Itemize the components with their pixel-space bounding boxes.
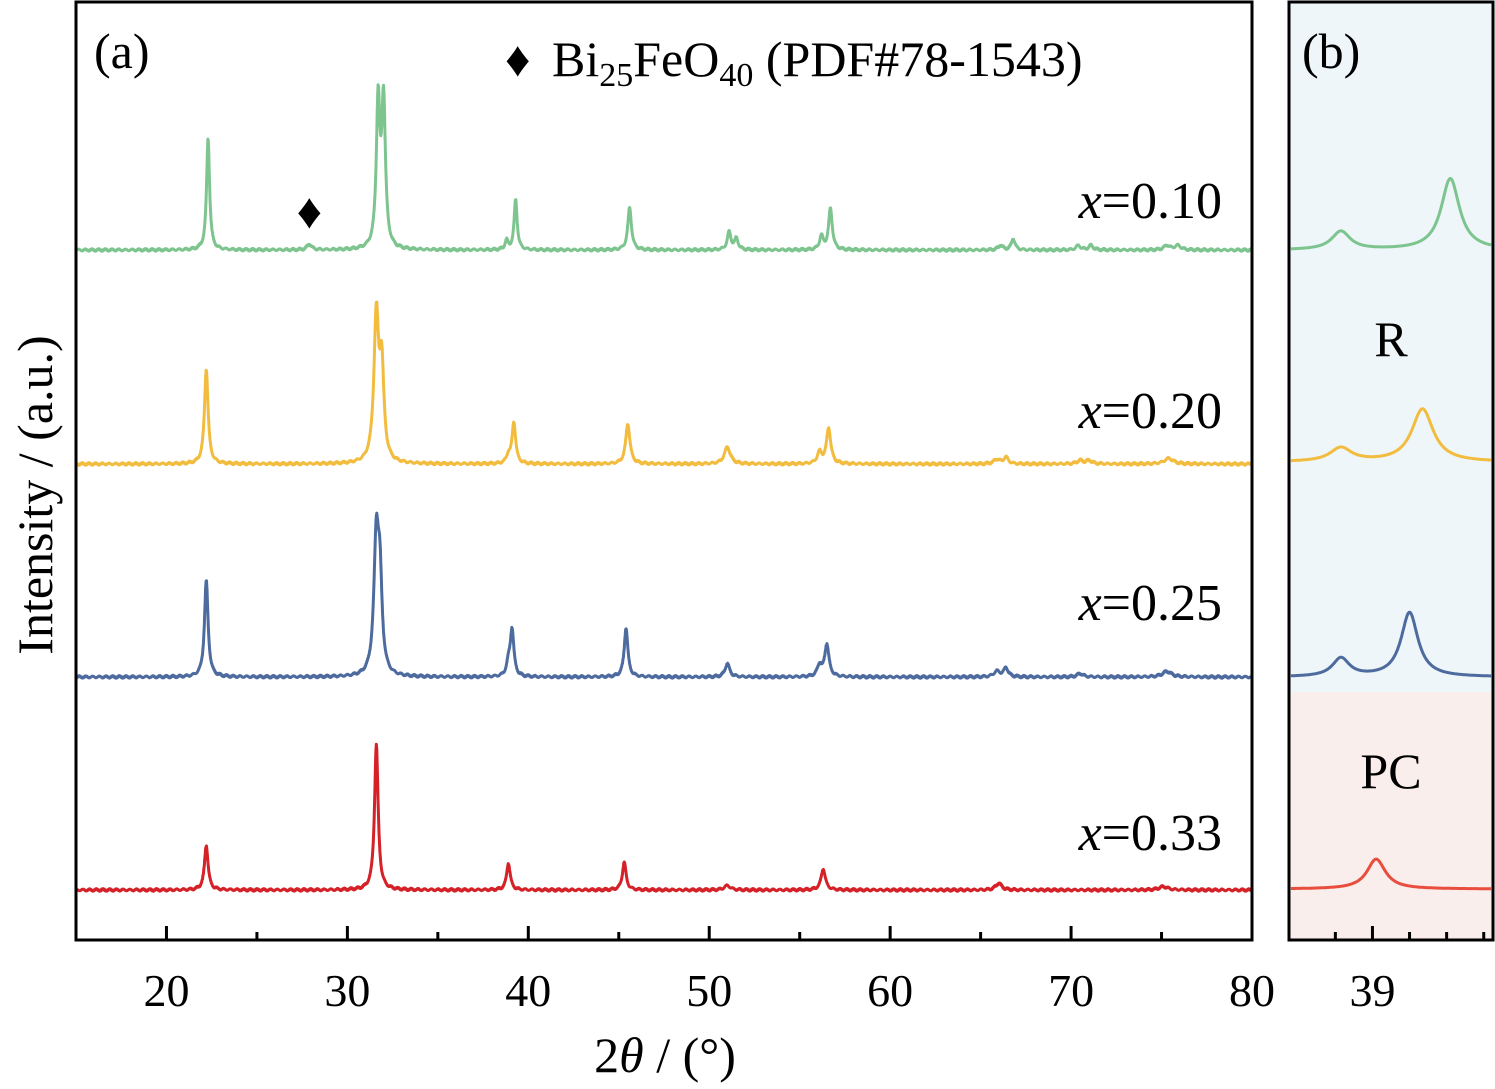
impurity-peak-diamond: ♦: [297, 183, 323, 239]
zoom-trace-x=0.33: [1290, 857, 1492, 891]
x-tick-label: 70: [1048, 965, 1094, 1016]
region-r-shading: [1289, 2, 1493, 692]
zoom-trace-x=0.20: [1290, 407, 1492, 463]
x-tick-label: 40: [505, 965, 551, 1016]
x-tick-label: 60: [867, 965, 913, 1016]
x-tick-label: 50: [686, 965, 732, 1016]
x-tick-label: 80: [1229, 965, 1275, 1016]
y-axis-title: Intensity / (a.u.): [7, 335, 63, 654]
series-labels: x=0.10 x=0.20 x=0.25 x=0.33: [1078, 173, 1222, 862]
legend-diamond-marker: ♦: [505, 31, 531, 87]
series-label-x0.33: x=0.33: [1078, 805, 1222, 862]
series-label-x0.10: x=0.10: [1078, 173, 1222, 230]
panel-a-traces: [75, 83, 1253, 893]
xrd-trace-x=0.33: [75, 742, 1253, 893]
series-label-x0.20: x=0.20: [1078, 383, 1222, 440]
legend-phase-formula: Bi25FeO40 (PDF#78-1543): [552, 31, 1083, 94]
region-r-label: R: [1374, 311, 1408, 367]
zoom-trace-x=0.10: [1290, 176, 1492, 251]
series-label-x0.25: x=0.25: [1078, 575, 1222, 632]
panel-a-x-ticks: 20 30 40 50 60 70 80: [143, 926, 1275, 1016]
zoom-trace-x=0.25: [1290, 610, 1492, 678]
region-pc-shading: [1289, 692, 1493, 940]
x-tick-label: 39: [1349, 965, 1395, 1016]
panel-b-traces: [1290, 176, 1492, 891]
panel-a-tag: (a): [94, 23, 150, 79]
xrd-trace-x=0.10: [75, 83, 1253, 253]
panel-b: 39 (b) R PC: [1287, 0, 1495, 1016]
x-axis-title: 2θ / (°): [594, 1027, 736, 1083]
panel-b-x-ticks: 39: [1333, 926, 1486, 1016]
phase-legend: ♦ Bi25FeO40 (PDF#78-1543): [505, 31, 1083, 94]
x-tick-label: 20: [143, 965, 189, 1016]
x-tick-label: 30: [324, 965, 370, 1016]
xrd-trace-x=0.20: [75, 300, 1253, 467]
panel-b-frame: [1287, 0, 1495, 942]
region-pc-label: PC: [1360, 743, 1421, 799]
xrd-trace-x=0.25: [75, 511, 1253, 680]
panel-b-tag: (b): [1302, 23, 1360, 79]
panel-a-frame: [74, 0, 1254, 942]
panel-a: 20 30 40 50 60 70 80 (a) ♦ Bi25FeO40 (PDF#78-1…: [7, 0, 1275, 1083]
